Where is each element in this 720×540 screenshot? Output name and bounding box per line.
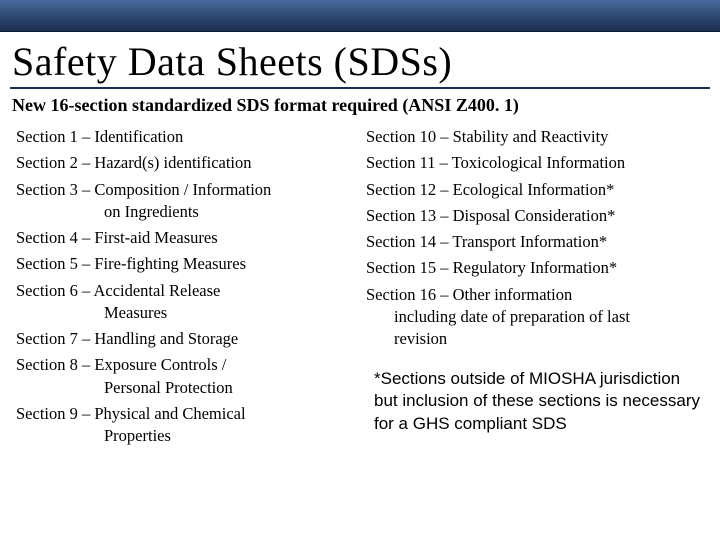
title-underline [10,87,710,89]
section-item: Section 5 – Fire-fighting Measures [16,253,354,275]
section-item: Section 10 – Stability and Reactivity [366,126,704,148]
section-label: Section 16 – Other information [366,285,572,304]
section-cont: including date of preparation of last [366,306,704,328]
section-cont: Measures [16,302,354,324]
section-cont2: revision [366,328,704,350]
section-item: Section 14 – Transport Information* [366,231,704,253]
section-item: Section 6 – Accidental Release Measures [16,280,354,325]
section-item: Section 1 – Identification [16,126,354,148]
top-banner [0,0,720,32]
right-column: Section 10 – Stability and Reactivity Se… [360,126,710,451]
section-item: Section 3 – Composition / Information on… [16,179,354,224]
content-columns: Section 1 – Identification Section 2 – H… [0,126,720,451]
section-label: Section 6 – Accidental Release [16,281,220,300]
section-item: Section 11 – Toxicological Information [366,152,704,174]
section-item: Section 2 – Hazard(s) identification [16,152,354,174]
section-cont: Personal Protection [16,377,354,399]
section-item: Section 4 – First-aid Measures [16,227,354,249]
section-label: Section 8 – Exposure Controls / [16,355,226,374]
section-item: Section 16 – Other information including… [366,284,704,351]
section-item: Section 12 – Ecological Information* [366,179,704,201]
footnote: *Sections outside of MIOSHA jurisdiction… [366,368,704,434]
section-label: Section 9 – Physical and Chemical [16,404,246,423]
section-item: Section 15 – Regulatory Information* [366,257,704,279]
section-label: Section 3 – Composition / Information [16,180,271,199]
section-item: Section 13 – Disposal Consideration* [366,205,704,227]
section-cont: Properties [16,425,354,447]
section-item: Section 7 – Handling and Storage [16,328,354,350]
section-item: Section 8 – Exposure Controls / Personal… [16,354,354,399]
slide-title: Safety Data Sheets (SDSs) [0,32,720,87]
section-item: Section 9 – Physical and Chemical Proper… [16,403,354,448]
left-column: Section 1 – Identification Section 2 – H… [10,126,360,451]
section-cont: on Ingredients [16,201,354,223]
slide-subtitle: New 16-section standardized SDS format r… [0,95,720,126]
